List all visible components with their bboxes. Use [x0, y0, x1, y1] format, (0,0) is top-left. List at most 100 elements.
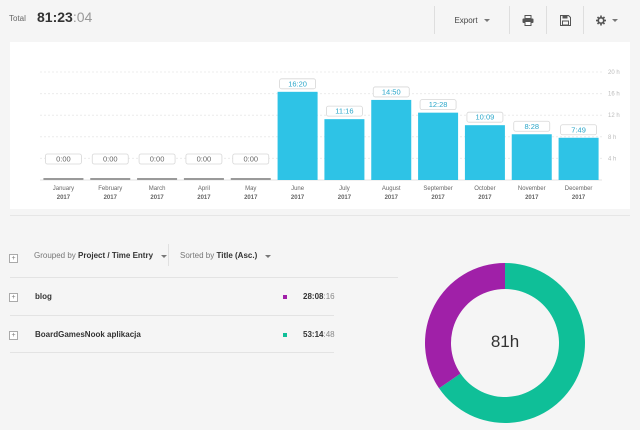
x-tick-label: May	[245, 186, 256, 192]
total-value-main: 81:23	[37, 9, 73, 25]
x-tick-label: September	[423, 186, 452, 192]
x-tick-label: December	[565, 186, 593, 192]
x-tick-year: 2017	[431, 195, 445, 201]
x-tick-label: January	[53, 186, 74, 192]
data-label-box	[372, 86, 410, 98]
x-tick-year: 2017	[385, 195, 399, 201]
data-label-box	[279, 78, 316, 90]
x-tick-year: 2017	[244, 195, 258, 201]
x-tick-year: 2017	[197, 195, 211, 201]
bar	[418, 112, 459, 180]
data-label-box	[466, 111, 504, 123]
project-duration-seconds: :16	[323, 292, 335, 301]
x-tick-label: August	[382, 186, 401, 192]
sorted-by-chevron-down-icon	[265, 255, 272, 258]
data-label: 8:28	[524, 122, 539, 131]
settings-button[interactable]	[583, 6, 630, 34]
x-tick-label: October	[474, 186, 495, 192]
x-tick-label: February	[98, 186, 122, 192]
bar-chart-svg: 4 h 8 h 12 h 16 h 20 h 0:00 January 2017 0:00 Feb…	[40, 70, 620, 201]
total-label: Total	[9, 14, 26, 23]
sorted-by-prefix: Sorted by	[180, 251, 215, 260]
x-tick-year: 2017	[478, 195, 492, 201]
printer-icon	[522, 14, 534, 26]
bar	[230, 178, 271, 180]
project-duration-main: 53:14	[303, 330, 324, 339]
bar	[183, 178, 224, 180]
bar	[511, 134, 552, 180]
data-label-box	[513, 120, 551, 132]
x-tick-year: 2017	[291, 195, 305, 201]
data-label: 0:00	[197, 155, 212, 164]
data-label-box	[185, 153, 223, 165]
bar	[324, 119, 365, 180]
y-tick-label: 8 h	[608, 135, 616, 141]
sorted-by-dropdown[interactable]: Sorted by Title (Asc.)	[180, 251, 272, 260]
x-tick-label: April	[198, 186, 210, 192]
data-label: 16:20	[288, 79, 307, 88]
project-title: blog	[35, 292, 52, 301]
row-divider	[10, 352, 334, 353]
x-tick-year: 2017	[525, 195, 539, 201]
gear-icon	[596, 15, 606, 25]
toolbar-separator	[168, 244, 169, 266]
y-tick-label: 16 h	[608, 92, 620, 98]
grouped-by-prefix: Grouped by	[34, 251, 76, 260]
data-label-box	[45, 153, 82, 165]
expand-all-icon[interactable]: +	[9, 254, 18, 263]
y-tick-label: 12 h	[608, 113, 620, 119]
data-label: 14:50	[382, 87, 401, 96]
data-label-box	[560, 124, 597, 136]
x-tick-label: March	[149, 186, 166, 192]
floppy-disk-icon	[559, 14, 571, 26]
list-header-divider	[10, 277, 398, 278]
export-button[interactable]: Export	[434, 6, 509, 34]
expand-row-icon[interactable]: +	[9, 331, 18, 340]
monthly-bar-chart: 4 h 8 h 12 h 16 h 20 h 0:00 January 2017 0:00 Feb…	[10, 42, 630, 209]
project-title: BoardGamesNook aplikacja	[35, 330, 141, 339]
sorted-by-value: Title (Asc.)	[216, 251, 258, 260]
donut-center-label: 81h	[490, 332, 520, 351]
data-label: 10:09	[476, 113, 495, 122]
save-button[interactable]	[546, 6, 583, 34]
toolbar: Export	[434, 6, 630, 34]
x-tick-label: July	[339, 186, 350, 192]
data-label: 11:16	[335, 107, 353, 116]
x-tick-year: 2017	[572, 195, 586, 201]
bar	[90, 178, 131, 180]
total-value-seconds: :04	[72, 9, 93, 25]
x-tick-year: 2017	[338, 195, 352, 201]
x-tick-year: 2017	[57, 195, 71, 201]
section-divider	[10, 215, 630, 216]
bar	[277, 91, 318, 180]
data-label-box	[232, 153, 270, 165]
project-color-dot	[283, 333, 287, 337]
data-label: 0:00	[56, 155, 71, 164]
x-tick-year: 2017	[104, 195, 118, 201]
bar	[371, 99, 412, 180]
settings-chevron-down-icon	[612, 18, 618, 22]
donut-slice[interactable]	[439, 263, 585, 423]
data-label: 0:00	[103, 155, 118, 164]
data-label-box	[326, 105, 363, 117]
bar	[137, 178, 178, 180]
print-button[interactable]	[509, 6, 546, 34]
grouped-by-dropdown[interactable]: Grouped by Project / Time Entry	[34, 251, 168, 260]
project-duration: 53:14:48	[303, 330, 335, 339]
bar	[464, 125, 505, 180]
grouped-by-value: Project / Time Entry	[78, 251, 154, 260]
export-label: Export	[454, 15, 478, 25]
data-label-box	[419, 99, 457, 111]
data-label-box	[138, 153, 176, 165]
project-duration: 28:08:16	[303, 292, 335, 301]
project-duration-seconds: :48	[323, 330, 335, 339]
bar	[558, 137, 599, 180]
data-label-box	[91, 153, 129, 165]
data-label: 7:49	[571, 125, 586, 134]
x-tick-label: June	[291, 186, 305, 192]
expand-row-icon[interactable]: +	[9, 293, 18, 302]
grouped-by-chevron-down-icon	[161, 255, 168, 258]
project-donut-chart	[425, 263, 585, 423]
x-tick-year: 2017	[150, 195, 164, 201]
donut-slice[interactable]	[425, 263, 505, 389]
